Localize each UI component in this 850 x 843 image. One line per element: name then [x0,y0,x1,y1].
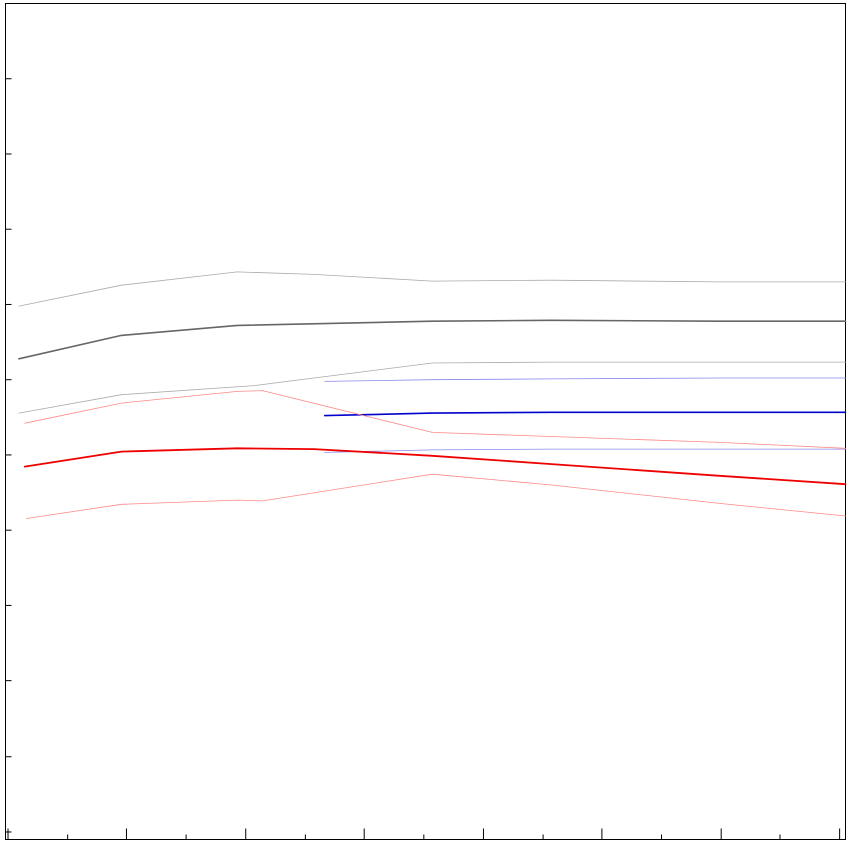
series-line-2 [18,319,847,360]
series-line-3 [18,361,846,414]
plot-frame [5,3,846,840]
axis-ticks [5,78,841,840]
series-line-7 [24,390,846,449]
series-line-1 [18,271,846,307]
series-line-8 [23,447,847,486]
series-line-4 [324,377,846,382]
series-lines [18,271,847,519]
series-line-9 [26,473,846,519]
series-line-6 [324,448,846,453]
series-line-5 [323,411,847,417]
